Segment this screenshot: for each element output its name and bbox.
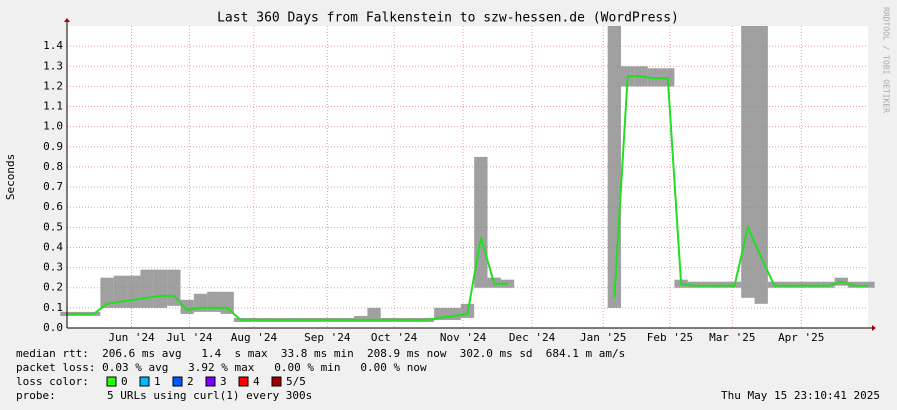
y-tick-label: 0.0 [43,321,63,334]
loss-swatch [172,376,183,387]
smoke-band [113,275,128,308]
arrow [64,18,70,22]
median-line [67,75,868,321]
loss-swatch [139,376,150,387]
loss-legend-label: 3 [220,375,227,388]
y-tick-label: 1.3 [43,59,63,72]
loss-legend-label: 0 [121,375,128,388]
y-tick-label: 0.8 [43,160,63,173]
smoke-band [741,26,755,298]
y-tick-label: 1.0 [43,120,63,133]
x-tick-label: Apr '25 [778,331,824,344]
stats-line: packet loss: 0.03 % avg 3.92 % max 0.00 … [16,361,427,374]
loss-label: loss color: [16,375,89,388]
y-tick-label: 0.5 [43,220,63,233]
y-tick-label: 1.1 [43,100,63,113]
x-tick-label: Sep '24 [304,331,351,344]
smoke-band [140,269,154,308]
smoke-band [153,269,168,308]
y-tick-label: 0.4 [43,240,63,253]
y-tick-label: 0.7 [43,180,63,193]
x-tick-label: Jan '25 [580,331,626,344]
plot-area [67,26,868,328]
y-tick-label: 0.6 [43,200,63,213]
loss-legend-label: 5/5 [286,375,306,388]
smoke-band [447,307,461,320]
y-axis-label: Seconds [4,154,17,200]
loss-swatch [205,376,216,387]
x-tick-label: Nov '24 [440,331,487,344]
y-tick-label: 1.4 [43,39,63,52]
probe: 5 URLs using curl(1) every 300s [107,389,312,402]
x-tick-label: Mar '25 [709,331,755,344]
timestamp: Thu May 15 23:10:41 2025 [721,389,880,402]
x-tick-label: Oct '24 [371,331,418,344]
side-note: RRDTOOL / TOBI OETIKER [882,7,891,113]
smoke-band [127,275,141,308]
smoke-band [220,291,234,314]
chart-title: Last 360 Days from Falkenstein to szw-he… [217,11,679,26]
probe-label: probe: [16,389,56,402]
smoke-band [607,26,622,308]
stats-line: median rtt: 206.6 ms avg 1.4 s max 33.8 … [16,347,625,360]
y-tick-label: 0.1 [43,301,63,314]
y-tick-label: 0.3 [43,261,63,274]
loss-swatch [238,376,249,387]
smoke-band [754,26,768,304]
smoke-band [367,307,381,322]
arrow [872,325,876,331]
loss-legend-label: 1 [154,375,161,388]
loss-legend-label: 4 [253,375,260,388]
y-tick-label: 0.2 [43,281,63,294]
smoke-band [180,299,194,314]
x-tick-label: Jun '24 [108,331,155,344]
x-tick-label: Aug '24 [231,331,278,344]
smoke-band [100,277,114,308]
y-tick-label: 0.9 [43,140,63,153]
x-tick-label: Jul '24 [166,331,213,344]
smoke-band [207,291,221,312]
loss-swatch [271,376,282,387]
loss-swatch [106,376,117,387]
loss-legend-label: 2 [187,375,194,388]
x-tick-label: Feb '25 [647,331,693,344]
x-tick-label: Dec '24 [509,331,556,344]
y-tick-label: 1.2 [43,79,63,92]
